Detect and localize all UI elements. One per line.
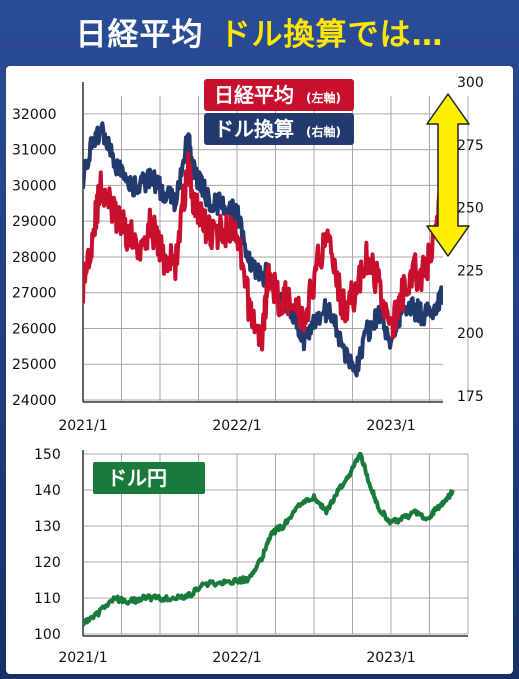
y-right-tick-label: 300	[457, 75, 484, 91]
x-tick-label: 2023/1	[366, 418, 415, 434]
header: 日経平均 ドル換算では…	[0, 0, 519, 62]
y-right-tick-label: 250	[457, 201, 484, 217]
y-left-tick-label: 30000	[12, 178, 57, 194]
y-left-tick-label: 24000	[12, 393, 57, 409]
x-tick-label: 2021/1	[58, 650, 107, 666]
legend-box-usd-converted	[204, 113, 354, 145]
legend-box-usdjpy	[93, 462, 205, 494]
series-line-nikkei	[83, 151, 443, 352]
y-left-tick-label: 26000	[12, 321, 57, 337]
x-tick-label: 2022/1	[212, 418, 261, 434]
chart-svg: 24000 25000 26000 27000 28000 29000 30000 31000…	[12, 75, 484, 666]
legend-axis-nikkei: (左軸)	[306, 90, 341, 105]
chart-panel: 24000 25000 26000 27000 28000 29000 30000 31000…	[6, 66, 513, 674]
y-right-tick-label: 275	[457, 138, 484, 154]
legend-box-nikkei	[204, 79, 354, 111]
y-tick-label: 140	[34, 483, 61, 499]
y-tick-label: 130	[34, 519, 61, 535]
x-tick-label: 2021/1	[58, 418, 107, 434]
y-tick-label: 150	[34, 447, 61, 463]
y-tick-label: 100	[34, 627, 61, 643]
series-line-usdjpy	[83, 452, 455, 627]
y-right-tick-label: 225	[457, 263, 484, 279]
x-tick-label: 2022/1	[212, 650, 261, 666]
legend-label-usd-converted: ドル換算	[214, 117, 294, 141]
y-left-tick-label: 28000	[12, 250, 57, 266]
y-left-tick-label: 29000	[12, 214, 57, 230]
y-right-tick-label: 200	[457, 326, 484, 342]
legend-axis-usd-converted: (右軸)	[306, 124, 341, 139]
y-tick-label: 120	[34, 555, 61, 571]
y-left-tick-label: 25000	[12, 357, 57, 373]
legend-label-usdjpy: ドル円	[107, 466, 167, 490]
title-main: 日経平均	[75, 16, 204, 53]
legend-label-nikkei: 日経平均	[214, 83, 294, 107]
bottom-chart: 100 110 120 130 140 150 2021/1 2022/1 2023/1 ドル円	[34, 447, 469, 666]
x-tick-label: 2023/1	[366, 650, 415, 666]
top-chart: 24000 25000 26000 27000 28000 29000 30000 31000…	[12, 75, 484, 434]
y-left-tick-label: 32000	[12, 107, 57, 123]
y-tick-label: 110	[34, 591, 61, 607]
y-right-tick-label: 175	[457, 389, 484, 405]
double-arrow-annotation	[426, 93, 470, 257]
title-sub: ドル換算では…	[219, 16, 444, 53]
y-left-tick-label: 31000	[12, 143, 57, 159]
y-left-tick-label: 27000	[12, 286, 57, 302]
